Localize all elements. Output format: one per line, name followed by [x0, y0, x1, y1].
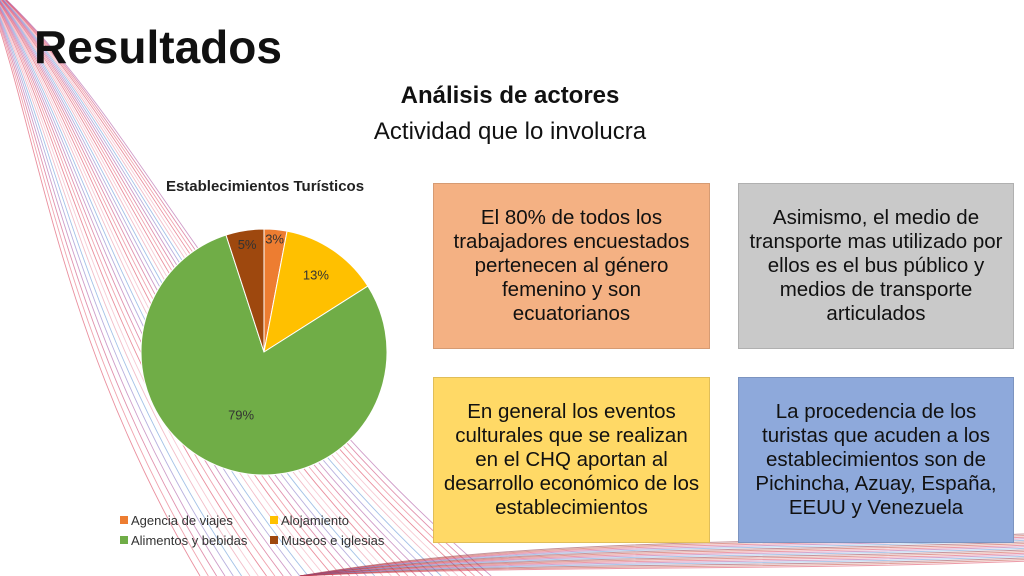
wave-line-bottom [299, 552, 1024, 576]
pie-label-alimentos: 79% [228, 408, 254, 423]
legend-item-alimentos: Alimentos y bebidas [120, 533, 270, 548]
wave-line-left [0, 2, 334, 576]
wave-line-left [3, 0, 442, 576]
slide-title: Resultados [34, 21, 282, 73]
wave-line-left [1, 0, 401, 576]
pie-label-museos: 5% [238, 237, 257, 252]
wave-line-left [5, 0, 467, 576]
wave-line-bottom [299, 547, 1024, 576]
legend-item-alojamiento: Alojamiento [270, 513, 349, 528]
wave-line-left [1, 0, 409, 576]
wave-line-left [0, 4, 317, 576]
wave-line-bottom [299, 546, 1024, 576]
wave-line-left [0, 0, 376, 576]
wave-line-left [0, 12, 259, 576]
pie-slice-alimentos [140, 234, 388, 476]
legend-label-museos: Museos e iglesias [281, 532, 385, 548]
wave-line-left [0, 14, 251, 576]
wave-line-left [2, 0, 417, 576]
wave-line-bottom [299, 555, 1024, 576]
info-box-transport: Asimismo, el medio de transporte mas uti… [738, 183, 1014, 349]
info-box-origin: La procedencia de los turistas que acude… [738, 377, 1014, 543]
wave-line-bottom [299, 559, 1024, 576]
wave-line-left [4, 0, 450, 576]
wave-line-bottom [299, 539, 1024, 576]
pie-slice-museos [225, 228, 265, 353]
wave-line-left [0, 10, 276, 576]
wave-line-left [4, 0, 459, 576]
info-box-gender: El 80% de todos los trabajadores encuest… [433, 183, 710, 349]
legend-item-agencia: Agencia de viajes [120, 513, 270, 528]
wave-line-bottom [299, 560, 1024, 576]
legend-label-agencia: Agencia de viajes [131, 512, 233, 528]
slide-subtitle-2: Actividad que lo involucra [373, 118, 647, 145]
legend-swatch-alimentos [120, 536, 128, 544]
wave-line-left [0, 7, 292, 576]
chart-title: Establecimientos Turísticos [165, 178, 365, 195]
pie-label-agencia: 3% [265, 231, 284, 246]
wave-line-bottom [299, 541, 1024, 576]
wave-line-left [0, 18, 234, 576]
legend-item-museos: Museos e iglesias [270, 533, 384, 548]
wave-line-left [0, 6, 301, 576]
chart-legend: Agencia de viajes Alojamiento Alimentos … [120, 510, 420, 550]
info-box-events: En general los eventos culturales que se… [433, 377, 710, 543]
legend-label-alimentos: Alimentos y bebidas [131, 532, 248, 548]
wave-line-bottom [299, 551, 1024, 576]
wave-line-left [0, 0, 384, 576]
wave-line-left [0, 22, 218, 576]
wave-line-left [0, 1, 342, 576]
wave-line-bottom [299, 543, 1024, 576]
wave-line-bottom [299, 549, 1024, 576]
wave-line-left [2, 0, 425, 576]
wave-line-left [0, 28, 201, 576]
wave-line-left [0, 20, 226, 576]
legend-label-alojamiento: Alojamiento [281, 512, 349, 528]
pie-chart: 3% 13% 79% 5% [140, 228, 388, 476]
pie-chart-area: 3% 13% 79% 5% Establecimientos Turísticos A… [100, 168, 430, 553]
legend-swatch-museos [270, 536, 278, 544]
wave-line-left [0, 0, 392, 576]
pie-label-alojamiento: 13% [303, 268, 329, 283]
wave-line-left [0, 25, 209, 576]
slide-subtitle: Análisis de actores [400, 82, 620, 109]
wave-line-left [0, 16, 242, 576]
wave-line-bottom [299, 544, 1024, 576]
wave-line-left [0, 0, 359, 576]
legend-swatch-agencia [120, 516, 128, 524]
wave-line-left [0, 8, 284, 576]
pie-slice-alojamiento [263, 230, 369, 354]
wave-line-left [0, 0, 367, 576]
wave-line-left [3, 0, 434, 576]
wave-line-left [0, 5, 309, 576]
wave-line-left [0, 1, 351, 576]
wave-line-bottom [299, 557, 1024, 576]
legend-swatch-alojamiento [270, 516, 278, 524]
wave-line-left [0, 3, 326, 576]
wave-line-bottom [299, 554, 1024, 576]
wave-line-left [0, 11, 267, 576]
